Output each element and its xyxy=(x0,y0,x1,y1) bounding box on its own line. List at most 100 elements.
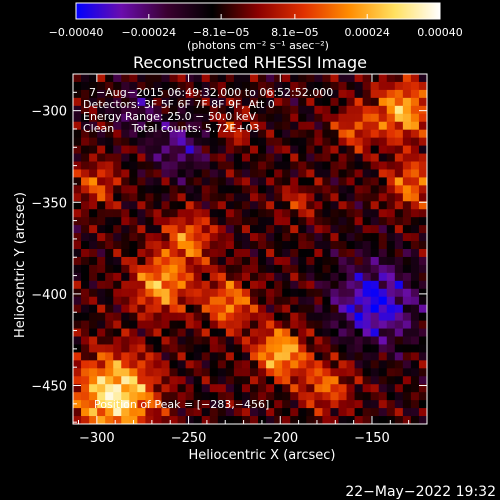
heatmap-cell xyxy=(121,384,130,393)
heatmap-cell xyxy=(322,344,331,353)
heatmap-cell xyxy=(233,193,243,202)
heatmap-cell xyxy=(129,97,138,107)
heatmap-cell xyxy=(193,193,203,202)
heatmap-cell xyxy=(322,280,331,290)
heatmap-cell xyxy=(161,201,170,210)
heatmap-cell xyxy=(394,121,404,131)
heatmap-cell xyxy=(81,328,90,337)
heatmap-cell xyxy=(233,400,243,409)
heatmap-cell xyxy=(354,113,364,123)
heatmap-cell xyxy=(81,169,90,178)
heatmap-cell xyxy=(161,193,170,202)
heatmap-cell xyxy=(209,145,219,154)
heatmap-cell xyxy=(97,336,106,345)
heatmap-cell xyxy=(121,201,130,210)
heatmap-cell xyxy=(386,81,396,91)
heatmap-cell xyxy=(97,145,106,154)
heatmap-cell xyxy=(378,137,388,146)
heatmap-cell xyxy=(241,121,251,131)
heatmap-cell xyxy=(217,105,227,115)
heatmap-cell xyxy=(250,320,259,329)
heatmap-cell xyxy=(354,376,364,385)
heatmap-cell xyxy=(394,288,404,298)
heatmap-cell xyxy=(258,161,267,170)
heatmap-cell xyxy=(258,129,267,139)
heatmap-cell xyxy=(89,74,98,83)
heatmap-cell xyxy=(145,296,154,306)
heatmap-cell xyxy=(97,376,106,385)
heatmap-cell xyxy=(290,129,299,139)
heatmap-cell xyxy=(137,153,146,162)
heatmap-cell xyxy=(201,336,211,345)
heatmap-cell xyxy=(105,121,114,131)
heatmap-cell xyxy=(89,384,98,393)
heatmap-cell xyxy=(306,249,315,258)
heatmap-cell xyxy=(177,97,187,107)
heatmap-cell xyxy=(266,177,275,186)
heatmap-cell xyxy=(354,336,364,345)
heatmap-cell xyxy=(330,89,339,99)
heatmap-cell xyxy=(217,217,227,226)
heatmap-cell xyxy=(209,264,219,274)
heatmap-cell xyxy=(394,193,404,202)
heatmap-cell xyxy=(113,408,122,417)
heatmap-cell xyxy=(105,296,114,306)
heatmap-cell xyxy=(330,113,339,123)
heatmap-cell xyxy=(169,209,178,218)
heatmap-cell xyxy=(402,97,412,107)
heatmap-cell xyxy=(241,296,251,306)
heatmap-cell xyxy=(282,368,291,377)
heatmap-cell xyxy=(233,241,243,250)
heatmap-cell xyxy=(250,360,259,369)
heatmap-cell xyxy=(290,368,299,377)
heatmap-cell xyxy=(177,344,187,353)
heatmap-cell xyxy=(145,416,154,425)
heatmap-cell xyxy=(217,384,227,393)
heatmap-cell xyxy=(145,352,154,361)
heatmap-cell xyxy=(153,241,162,250)
heatmap-cell xyxy=(258,384,267,393)
heatmap-cell xyxy=(153,312,162,321)
heatmap-cell xyxy=(129,113,138,123)
heatmap-cell xyxy=(362,280,372,290)
heatmap-cell xyxy=(258,241,267,250)
heatmap-cell xyxy=(290,296,299,306)
heatmap-cell xyxy=(386,161,396,170)
heatmap-cell xyxy=(362,296,372,306)
heatmap-cell xyxy=(274,137,283,146)
heatmap-cell xyxy=(97,201,106,210)
y-tick-label: −300 xyxy=(31,105,67,120)
heatmap-cell xyxy=(402,177,412,186)
heatmap-cell xyxy=(418,241,428,250)
heatmap-cell xyxy=(314,344,323,353)
heatmap-cell xyxy=(402,288,412,298)
heatmap-cell xyxy=(97,105,106,115)
heatmap-cell xyxy=(370,121,380,131)
heatmap-cell xyxy=(290,288,299,298)
heatmap-cell xyxy=(113,81,122,91)
heatmap-cell xyxy=(169,264,178,274)
heatmap-cell xyxy=(233,185,243,194)
heatmap-cell xyxy=(241,161,251,170)
heatmap-cell xyxy=(306,121,315,131)
heatmap-cell xyxy=(137,89,146,99)
heatmap-cell xyxy=(314,304,323,314)
heatmap-cell xyxy=(73,352,82,361)
heatmap-cell xyxy=(169,288,178,298)
heatmap-cell xyxy=(250,201,259,210)
heatmap-cell xyxy=(378,408,388,417)
heatmap-cell xyxy=(73,137,82,146)
heatmap-cell xyxy=(410,392,420,401)
heatmap-cell xyxy=(410,89,420,99)
heatmap-cell xyxy=(89,185,98,194)
heatmap-cell xyxy=(201,416,211,425)
heatmap-cell xyxy=(378,288,388,298)
heatmap-cell xyxy=(306,233,315,242)
heatmap-cell xyxy=(153,344,162,353)
heatmap-cell xyxy=(81,280,90,290)
heatmap-cell xyxy=(282,225,291,234)
heatmap-cell xyxy=(121,113,130,123)
heatmap-cell xyxy=(169,416,178,425)
heatmap-cell xyxy=(177,368,187,377)
heatmap-cell xyxy=(250,408,259,417)
